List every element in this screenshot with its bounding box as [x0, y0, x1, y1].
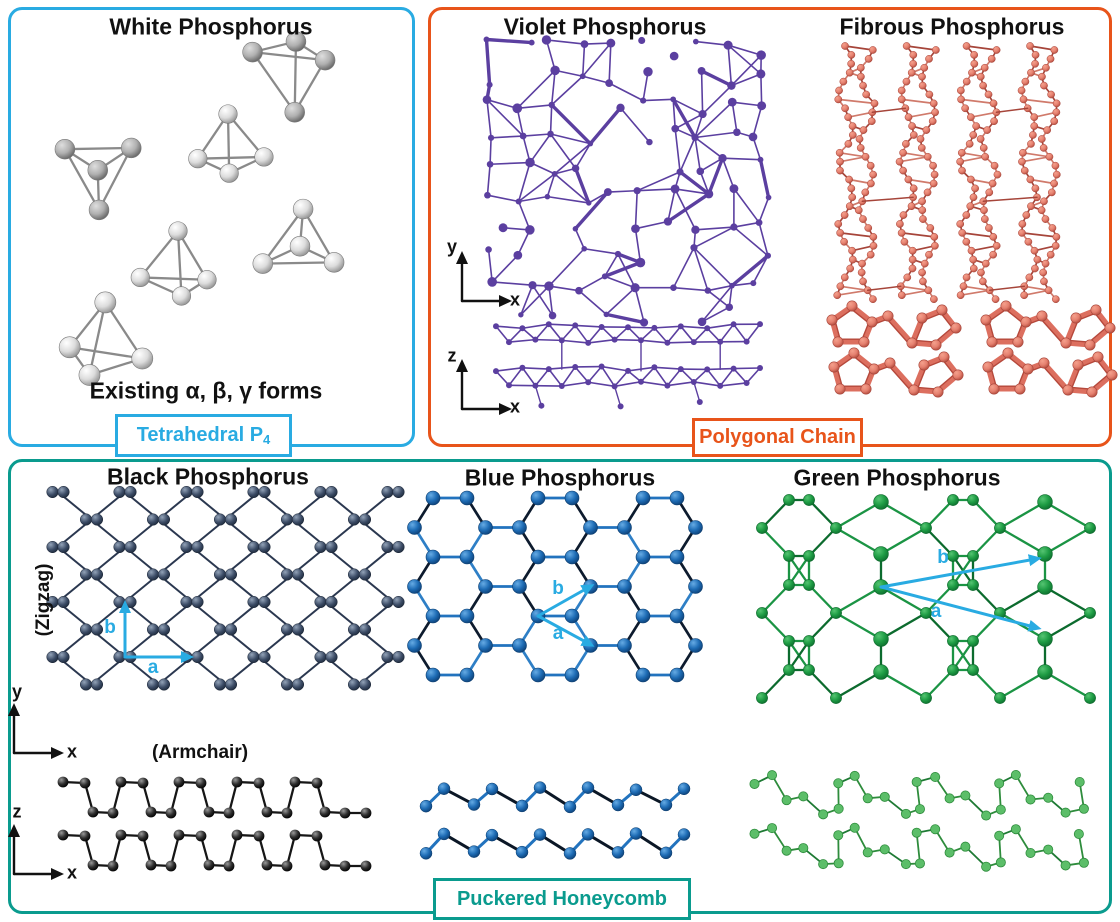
green-lattice-vector-a-label: a: [930, 601, 942, 622]
black-lattice-vector-b-label: b: [104, 617, 116, 638]
violet-phosphorus-title: Violet Phosphorus: [503, 13, 707, 40]
violet-side-axes-z-label: z: [447, 345, 457, 366]
blue-phosphorus-title: Blue Phosphorus: [464, 464, 656, 491]
puckered-honeycomb-tag: Puckered Honeycomb: [433, 878, 691, 920]
blue-lattice-vector-a-label: a: [552, 623, 564, 644]
puckered-side-axes-x-label: x: [66, 862, 78, 883]
blue-lattice-vector-b-label: b: [552, 578, 564, 599]
armchair-direction-label: (Armchair): [151, 742, 249, 763]
zigzag-direction-label: (Zigzag): [33, 563, 54, 637]
black-lattice-vector-a-label: a: [147, 657, 159, 678]
polygonal-chain-tag: Polygonal Chain: [692, 418, 863, 457]
black-phosphorus-title: Black Phosphorus: [107, 463, 309, 490]
violet-axes-x-label: x: [509, 289, 521, 310]
puckered-honeycomb-tag-text: Puckered Honeycomb: [456, 887, 668, 910]
violet-axes-y-label: y: [446, 236, 458, 257]
polygonal-chain-tag-text: Polygonal Chain: [699, 426, 856, 448]
fibrous-phosphorus-title: Fibrous Phosphorus: [839, 13, 1065, 40]
green-phosphorus-title: Green Phosphorus: [793, 464, 1001, 491]
tetrahedral-p4-tag-text: Tetrahedral P: [136, 424, 264, 446]
white-phosphorus-title: White Phosphorus: [109, 13, 313, 40]
puckered-axes-x-label: x: [66, 741, 78, 762]
white-phosphorus-caption: Existing α, β, γ forms: [89, 377, 323, 404]
violet-side-axes-x-label: x: [509, 396, 521, 417]
puckered-side-axes-z-label: z: [12, 801, 22, 822]
green-lattice-vector-b-label: b: [937, 547, 949, 568]
tetrahedral-p4-tag-subscript: 4: [263, 432, 271, 447]
puckered-axes-y-label: y: [11, 681, 23, 702]
